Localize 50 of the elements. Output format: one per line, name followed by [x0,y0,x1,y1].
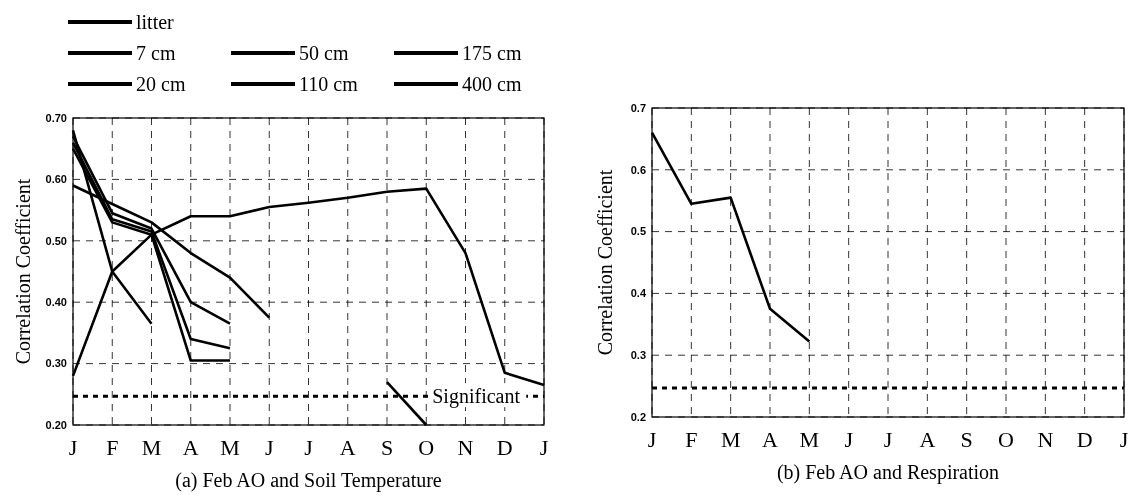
y-tick-label: 0.70 [45,111,67,124]
y-tick-label: 0.50 [45,234,67,247]
x-tick-label: J [68,435,78,460]
x-tick-label: O [418,435,435,460]
y-tick-label: 0.6 [630,163,646,176]
x-tick-label: M [220,435,240,460]
x-tick-label: A [182,435,199,460]
x-tick-label: S [960,427,973,452]
legend-label: 400 cm [462,73,522,95]
x-tick-label: F [685,427,698,452]
x-tick-label: J [1119,427,1129,452]
legend-label: litter [136,11,175,33]
y-tick-label: 0.40 [45,296,67,309]
x-tick-label: A [919,427,936,452]
y-tick-label: 0.7 [630,101,646,114]
ref-line-label: Significant [432,385,521,409]
text: (a) Feb AO and Soil Temperature [175,469,442,492]
x-tick-label: F [106,435,119,460]
x-tick-label: D [496,435,513,460]
x-tick-label: J [539,435,549,460]
x-tick-label: N [1037,427,1054,452]
legend-label: 20 cm [136,73,186,95]
y-tick-label: 0.20 [45,418,67,431]
x-tick-label: J [304,435,314,460]
y-tick-label: 0.2 [630,410,646,423]
x-tick-label: N [457,435,474,460]
y-tick-label: 0.5 [630,225,646,238]
legend-label: 110 cm [299,73,359,95]
y-tick-label: 0.4 [630,287,647,300]
x-tick-label: J [264,435,274,460]
legend-label: 175 cm [462,42,522,64]
y-tick-label: 0.30 [45,357,67,370]
x-tick-label: J [844,427,854,452]
x-tick-label: M [720,427,741,452]
x-tick-label: J [647,427,657,452]
x-tick-label: J [883,427,893,452]
x-tick-label: O [998,427,1014,452]
x-tick-label: A [339,435,356,460]
legend-label: 50 cm [299,42,349,64]
y-axis-title: Correlation Coefficient [594,169,616,356]
y-axis-title: Correlation Coefficient [12,178,34,365]
legend-label: 7 cm [136,42,176,64]
y-tick-label: 0.3 [630,349,646,362]
text: (b) Feb AO and Respiration [776,461,1000,484]
x-tick-label: S [380,435,394,460]
x-tick-label: D [1076,427,1093,452]
x-tick-label: M [141,435,162,460]
y-tick-label: 0.60 [45,173,67,186]
x-tick-label: M [799,427,820,452]
x-tick-label: A [762,427,779,452]
